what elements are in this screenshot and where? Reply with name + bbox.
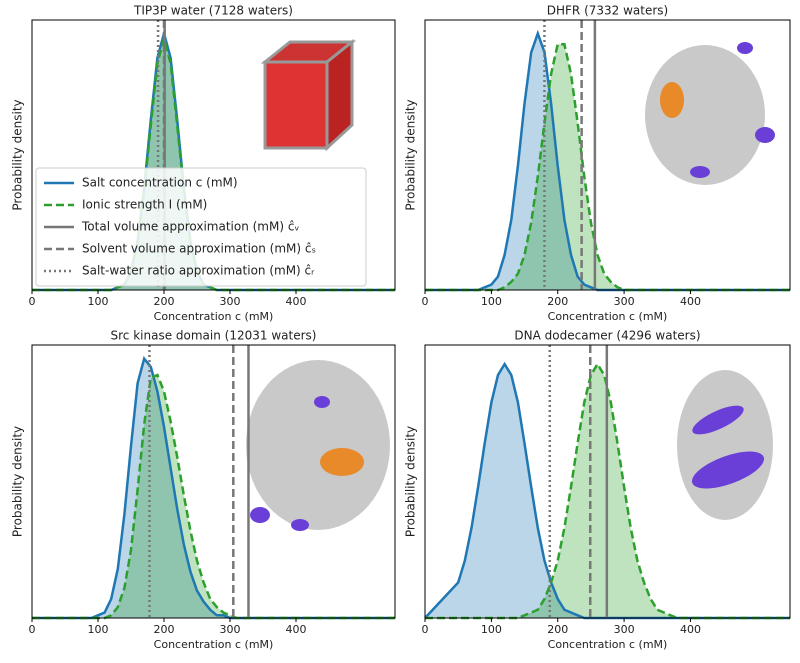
- x-tick-label: 100: [481, 623, 502, 636]
- chart-title: TIP3P water (7128 waters): [133, 4, 293, 18]
- render-shape: [755, 127, 775, 143]
- axes-frame: [424, 19, 791, 291]
- x-tick-label: 300: [614, 295, 635, 308]
- render-shape: [645, 45, 765, 185]
- legend-box: [35, 167, 367, 287]
- render-shape: [690, 166, 710, 178]
- legend-label: Salt-water ratio approximation (mM) ĉᵣ: [82, 264, 315, 278]
- axes-frame: [31, 344, 396, 619]
- axes-frame: [424, 344, 791, 619]
- render-shape: [325, 38, 354, 152]
- legend-label: Total volume approximation (mM) ĉᵥ: [81, 220, 299, 234]
- density-area: [32, 358, 395, 618]
- density-area: [425, 33, 790, 290]
- x-axis-label: Concentration c (mM): [154, 638, 274, 651]
- dna-render: [677, 370, 773, 520]
- y-axis-label: Probability density: [404, 426, 418, 537]
- y-axis-label: Probability density: [404, 99, 418, 210]
- x-tick-label: 300: [220, 295, 241, 308]
- x-tick-label: 300: [614, 623, 635, 636]
- panel: 0 100 200 300 400 DHFR (7332 waters) Concentra…: [404, 4, 791, 323]
- legend-label: Salt concentration c (mM): [82, 176, 238, 190]
- chart-title: DNA dodecamer (4296 waters): [514, 329, 700, 343]
- x-axis-label: Concentration c (mM): [548, 310, 668, 323]
- panel: 0 100 200 300 400 TIP3P water (7128 waters) Co…: [11, 4, 396, 323]
- panel: 0 100 200 300 400 DNA dodecamer (4296 waters)…: [404, 329, 791, 651]
- x-tick-label: 400: [680, 623, 701, 636]
- render-shape: [291, 519, 309, 531]
- x-tick-label: 400: [680, 295, 701, 308]
- x-tick-label: 200: [547, 295, 568, 308]
- render-shape: [263, 60, 329, 150]
- src-render: [246, 360, 390, 531]
- render-shape: [314, 396, 330, 408]
- x-tick-label: 0: [29, 295, 36, 308]
- panel: 0 100 200 300 400 Src kinase domain (12031 wa…: [11, 329, 396, 651]
- x-tick-label: 100: [481, 295, 502, 308]
- render-shape: [660, 82, 684, 118]
- render-shape: [692, 405, 744, 435]
- render-shape: [320, 448, 364, 476]
- render-shape: [691, 451, 765, 489]
- render-shape: [737, 42, 753, 54]
- x-tick-label: 400: [286, 295, 307, 308]
- legend-label: Solvent volume approximation (mM) ĉₛ: [82, 242, 316, 256]
- chart-title: DHFR (7332 waters): [547, 4, 668, 18]
- render-shape: [677, 370, 773, 520]
- x-axis-label: Concentration c (mM): [548, 638, 668, 651]
- x-tick-label: 200: [154, 295, 175, 308]
- dhfr-render: [645, 42, 775, 185]
- chart-title: Src kinase domain (12031 waters): [111, 329, 317, 343]
- x-tick-label: 400: [286, 623, 307, 636]
- render-shape: [250, 507, 270, 523]
- x-tick-label: 100: [88, 623, 109, 636]
- y-axis-label: Probability density: [11, 426, 25, 537]
- x-tick-label: 0: [422, 623, 429, 636]
- y-axis-label: Probability density: [11, 99, 25, 210]
- x-tick-label: 200: [547, 623, 568, 636]
- render-shape: [246, 360, 390, 530]
- water-box-render: [260, 38, 357, 152]
- density-area: [425, 364, 790, 618]
- x-axis-label: Concentration c (mM): [154, 310, 274, 323]
- x-tick-label: 200: [154, 623, 175, 636]
- x-tick-label: 100: [88, 295, 109, 308]
- x-tick-label: 300: [220, 623, 241, 636]
- axes-frame: [31, 19, 396, 291]
- x-tick-label: 0: [29, 623, 36, 636]
- x-tick-label: 0: [422, 295, 429, 308]
- legend-label: Ionic strength I (mM): [82, 198, 207, 212]
